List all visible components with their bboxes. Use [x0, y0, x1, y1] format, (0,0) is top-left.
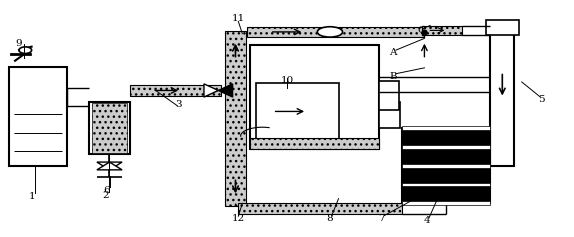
Text: 2: 2 — [102, 191, 109, 200]
Text: 4: 4 — [424, 216, 430, 225]
Bar — [402, 126, 490, 130]
Bar — [486, 20, 519, 35]
Bar — [402, 128, 490, 203]
Bar — [9, 67, 67, 166]
Bar — [250, 138, 379, 149]
Text: 11: 11 — [232, 14, 245, 23]
Ellipse shape — [19, 47, 32, 54]
Bar — [238, 203, 402, 214]
Bar — [130, 85, 221, 96]
Bar — [247, 27, 424, 37]
Text: 12: 12 — [232, 214, 245, 223]
Text: 1: 1 — [29, 192, 36, 201]
Text: 6: 6 — [103, 186, 110, 195]
Bar — [402, 182, 490, 186]
Polygon shape — [97, 162, 122, 170]
Text: B: B — [389, 72, 397, 81]
Bar — [255, 83, 339, 140]
Text: 7: 7 — [378, 214, 385, 223]
Bar — [92, 103, 127, 153]
Bar — [224, 31, 246, 206]
Bar — [490, 31, 514, 166]
Polygon shape — [218, 84, 232, 97]
Polygon shape — [97, 162, 122, 170]
Bar — [402, 164, 490, 168]
Text: A: A — [389, 48, 397, 57]
Circle shape — [317, 27, 343, 37]
Text: 10: 10 — [280, 76, 294, 85]
Bar — [250, 46, 379, 149]
Text: 9: 9 — [15, 39, 22, 48]
Polygon shape — [204, 84, 218, 97]
Bar — [90, 102, 130, 154]
Bar — [421, 26, 461, 35]
Text: C: C — [417, 26, 425, 35]
Bar — [379, 102, 401, 128]
Text: 5: 5 — [538, 95, 545, 104]
Text: 8: 8 — [327, 214, 333, 223]
Bar — [402, 201, 490, 205]
Bar — [402, 145, 490, 149]
Bar — [379, 82, 399, 110]
Text: 3: 3 — [175, 100, 181, 109]
